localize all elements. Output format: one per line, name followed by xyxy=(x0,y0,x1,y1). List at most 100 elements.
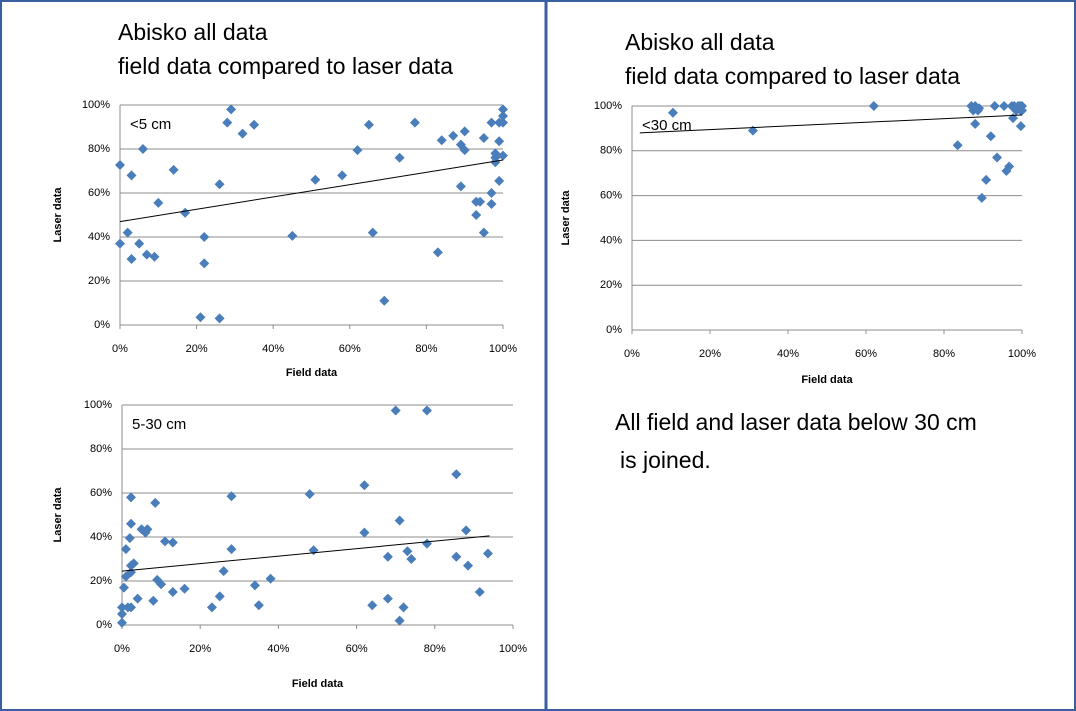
point xyxy=(206,602,217,613)
point xyxy=(126,170,137,181)
point xyxy=(150,497,161,508)
point xyxy=(486,188,497,198)
point xyxy=(226,544,237,555)
point xyxy=(142,524,153,535)
point xyxy=(214,179,225,190)
point xyxy=(448,130,459,141)
point xyxy=(461,525,472,536)
x-tick-label: 40% xyxy=(262,343,284,355)
point xyxy=(482,548,493,559)
note: All field and laser data below 30 cm xyxy=(615,409,977,435)
y-tick-label: 20% xyxy=(600,279,622,291)
chart-title: field data compared to laser data xyxy=(625,63,960,89)
point xyxy=(214,591,225,602)
x-tick-label: 80% xyxy=(415,343,437,355)
point xyxy=(486,117,497,128)
y-tick-label: 40% xyxy=(90,531,112,543)
x-tick-label: 80% xyxy=(933,348,955,360)
x-tick-label: 60% xyxy=(855,348,877,360)
point xyxy=(494,136,505,147)
x-tick-label: 0% xyxy=(112,343,128,355)
point xyxy=(148,595,159,606)
point xyxy=(118,582,129,593)
point xyxy=(952,140,963,151)
point xyxy=(168,164,179,175)
point xyxy=(432,247,443,258)
x-tick-label: 0% xyxy=(624,348,640,360)
point xyxy=(478,133,489,143)
point xyxy=(153,197,164,208)
trendline xyxy=(119,159,504,223)
point xyxy=(451,551,462,562)
point xyxy=(310,174,321,185)
point xyxy=(402,546,413,557)
point xyxy=(471,210,482,220)
point xyxy=(421,405,432,416)
y-tick-label: 60% xyxy=(90,487,112,499)
point xyxy=(337,170,348,181)
point xyxy=(1004,161,1015,172)
x-axis-label: Field data xyxy=(286,367,338,379)
y-tick-label: 0% xyxy=(606,324,622,336)
point xyxy=(382,593,393,604)
point xyxy=(167,587,178,597)
point xyxy=(253,600,264,611)
y-tick-label: 80% xyxy=(600,145,622,157)
y-tick-label: 80% xyxy=(88,143,110,155)
y-tick-label: 0% xyxy=(94,319,110,331)
point xyxy=(125,492,136,503)
point xyxy=(989,101,1000,111)
trendline xyxy=(121,535,490,572)
point xyxy=(992,152,1003,163)
point xyxy=(455,181,466,192)
y-tick-label: 40% xyxy=(88,231,110,243)
point xyxy=(222,117,233,128)
point xyxy=(122,227,133,238)
point xyxy=(117,602,127,613)
point xyxy=(394,515,405,526)
point xyxy=(459,145,470,156)
point xyxy=(478,227,489,238)
x-tick-label: 100% xyxy=(1008,348,1036,360)
point xyxy=(367,227,378,238)
point xyxy=(394,152,405,163)
y-tick-label: 0% xyxy=(96,619,112,631)
point xyxy=(128,558,139,569)
point xyxy=(359,480,370,491)
point xyxy=(974,103,985,114)
point xyxy=(436,135,447,146)
point xyxy=(474,587,485,597)
x-tick-label: 40% xyxy=(267,643,289,655)
x-axis-label: Field data xyxy=(292,678,344,690)
point xyxy=(976,192,987,203)
point xyxy=(226,104,237,115)
point xyxy=(237,128,248,139)
point xyxy=(970,118,981,129)
point xyxy=(459,126,470,137)
y-axis-label: Laser data xyxy=(52,187,64,243)
point xyxy=(475,196,486,207)
point xyxy=(218,566,229,577)
x-tick-label: 100% xyxy=(489,343,517,355)
x-tick-label: 100% xyxy=(499,643,527,655)
y-tick-label: 60% xyxy=(600,190,622,202)
point xyxy=(985,131,996,142)
chart-title: field data compared to laser data xyxy=(118,53,453,79)
point xyxy=(249,580,260,591)
point xyxy=(149,251,160,262)
point xyxy=(390,405,401,416)
point xyxy=(359,527,370,538)
point xyxy=(1017,105,1027,116)
point xyxy=(137,144,148,154)
point xyxy=(494,175,505,186)
point xyxy=(167,537,178,548)
chart-title: Abisko all data xyxy=(118,19,268,45)
point xyxy=(199,258,210,269)
y-tick-label: 100% xyxy=(82,99,110,111)
point xyxy=(134,238,145,249)
point xyxy=(125,602,136,613)
point xyxy=(120,544,131,555)
annotation: 5-30 cm xyxy=(132,416,186,433)
y-axis-label: Laser data xyxy=(560,190,572,246)
